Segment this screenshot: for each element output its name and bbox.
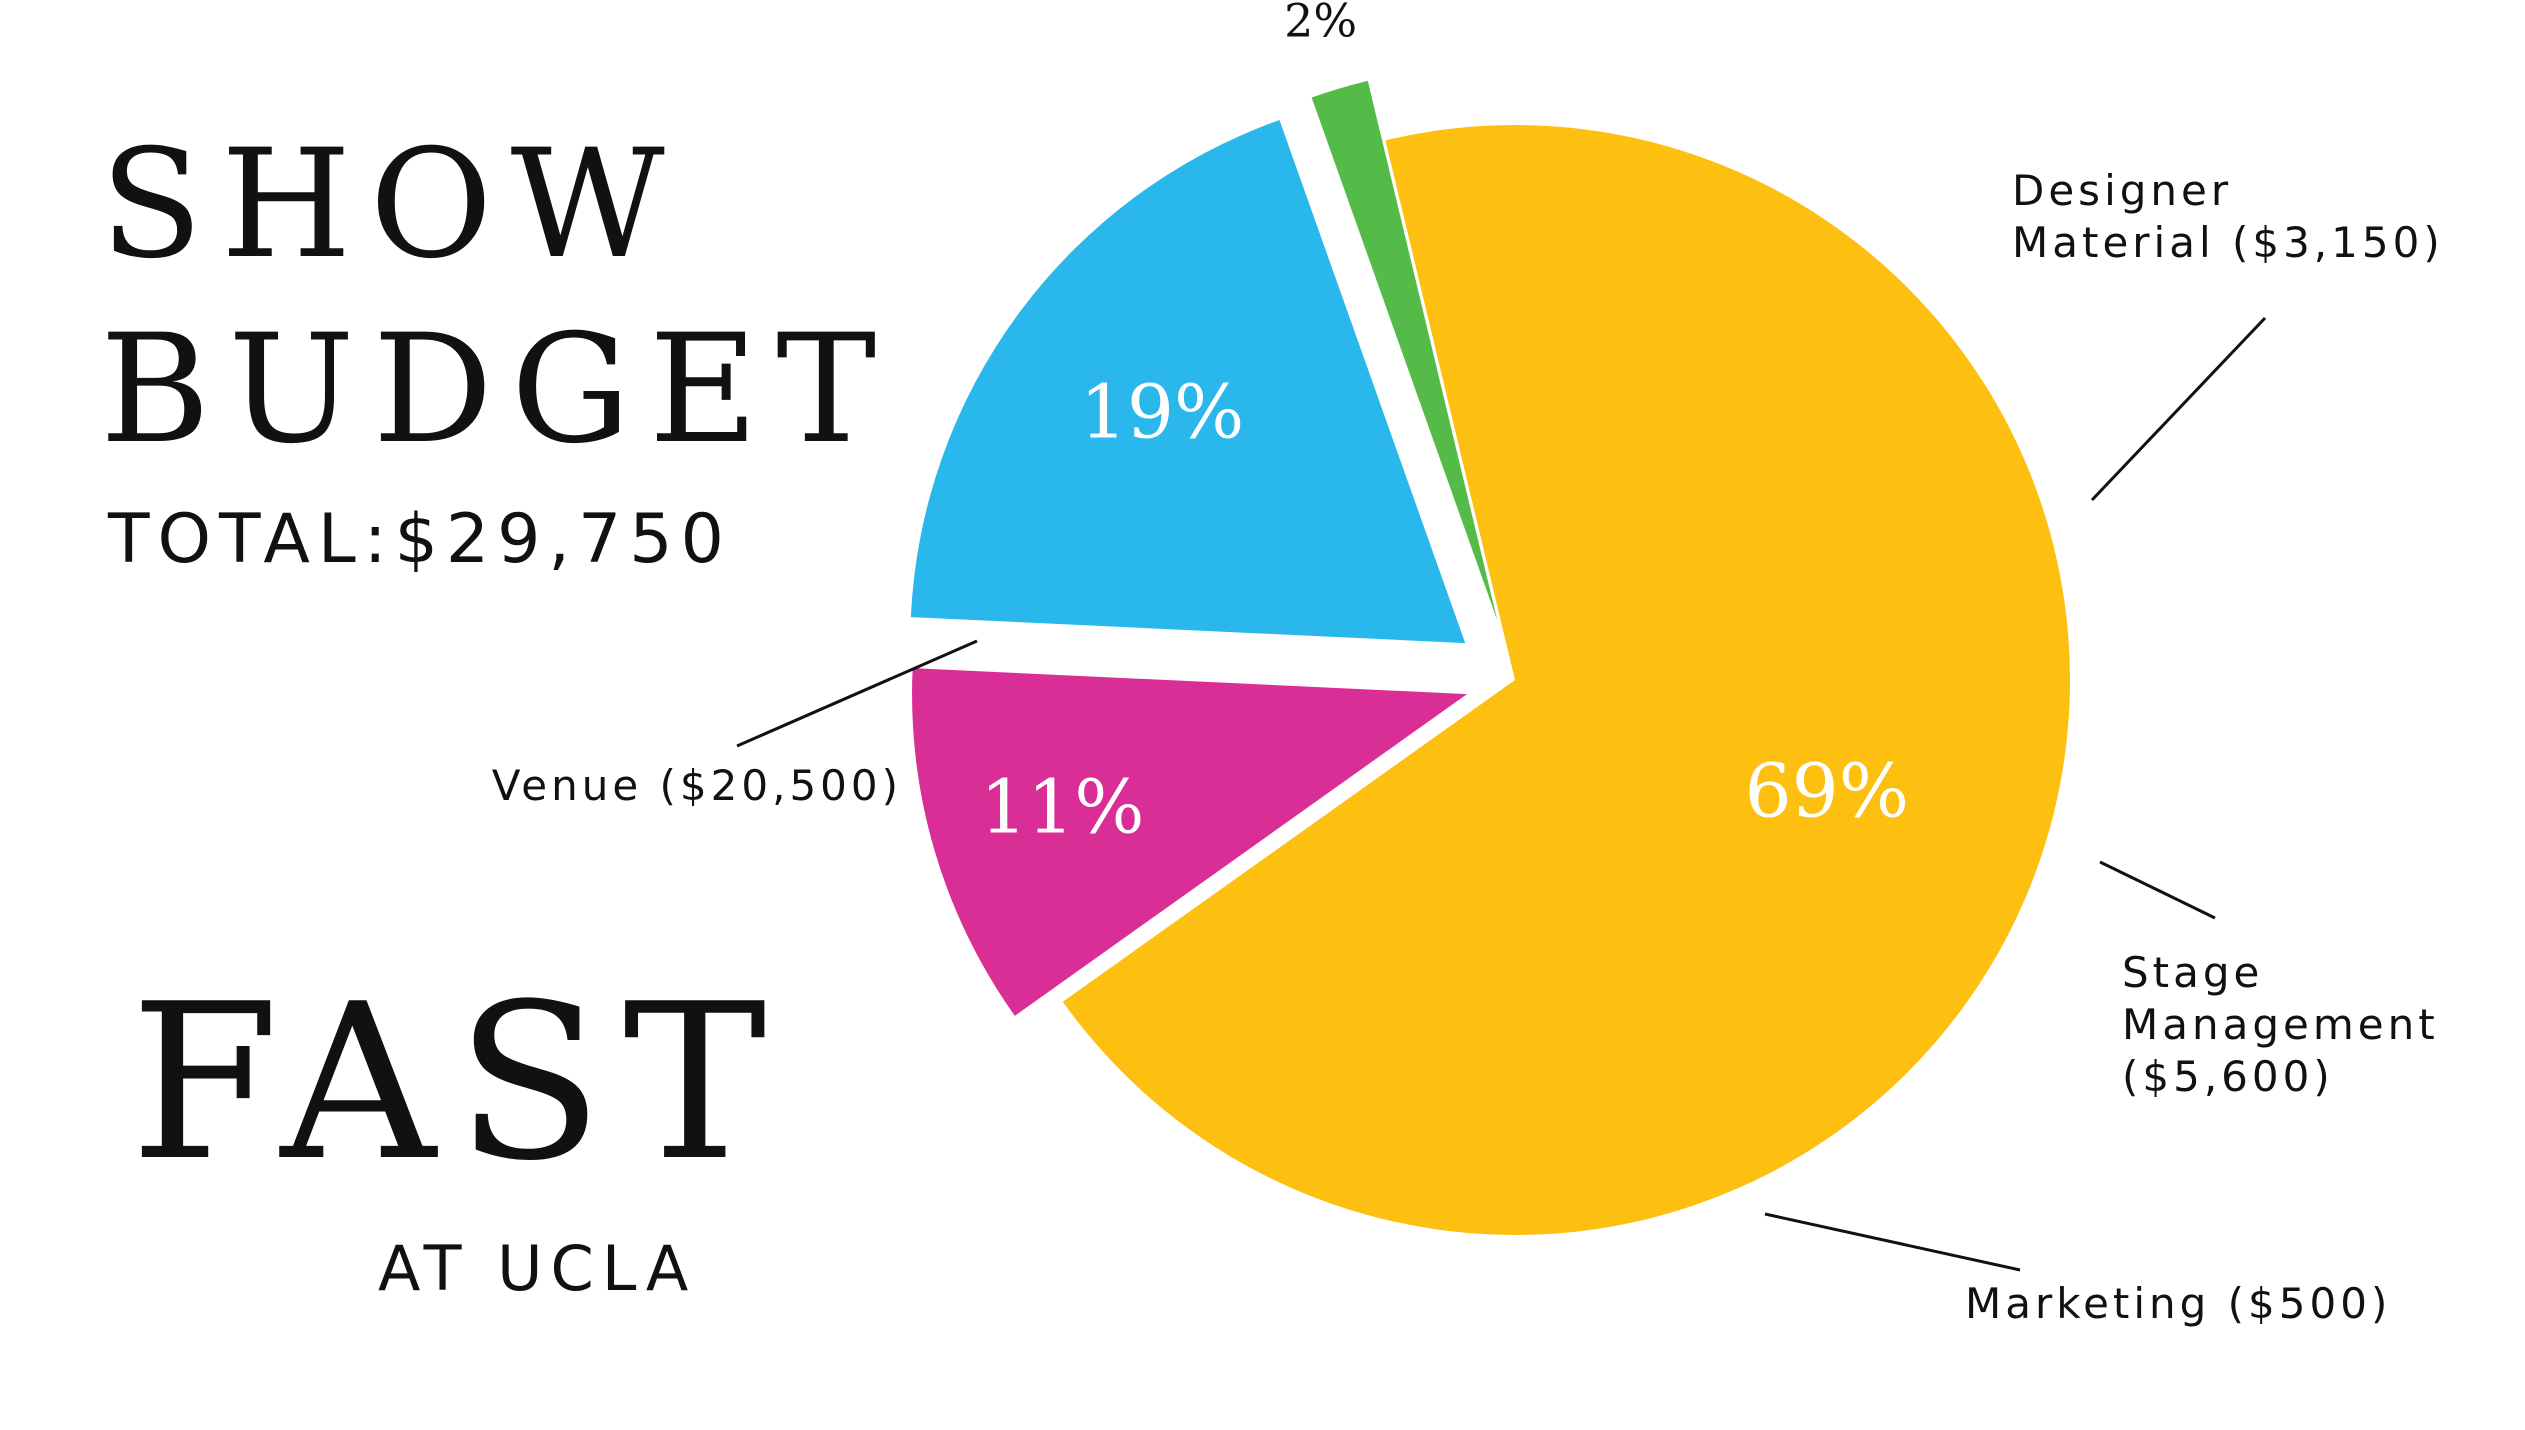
category-label-line: Material ($3,150) [2012,218,2444,267]
pie-slice-designer-material [912,668,1468,1016]
category-label-marketing: Marketing ($500) [1965,1279,2391,1328]
percent-label-marketing: 2% [1284,0,1357,48]
percent-label-designer-material: 11% [980,764,1144,850]
category-label-line: Stage [2122,948,2263,997]
title-line-budget: BUDGET [100,303,895,477]
category-label-line: Marketing ($500) [1965,1279,2391,1328]
category-label-line: ($5,600) [2122,1052,2334,1101]
category-label-designer-material: Designer Material ($3,150) [2012,166,2444,267]
leader-line-stage-management [2099,860,2216,920]
pie-slice-marketing [1311,80,1498,621]
pie-labels: 69% Venue ($20,500) 11% Designer Material ($… [492,0,2444,1328]
title-line-show: SHOW [100,118,683,292]
leader-line-venue [736,639,978,748]
category-label-line: Management [2122,1000,2439,1049]
category-label-venue: Venue ($20,500) [492,761,902,810]
leader-line-designer-material [2090,316,2267,502]
pie-slice-stage-management [910,120,1466,644]
percent-label-venue: 69% [1745,748,1909,834]
org-name: FAST [130,957,787,1208]
leader-line-marketing [1764,1212,2021,1272]
org-subtitle: AT UCLA [378,1232,697,1305]
category-label-stage-management: Stage Management ($5,600) [2122,948,2439,1101]
leader-lines [736,316,2267,1272]
category-label-line: Designer [2012,166,2232,215]
category-label-line: Venue ($20,500) [492,761,902,810]
budget-total: TOTAL:$29,750 [108,500,732,579]
pie-slice-venue [1062,125,2070,1235]
pie-slices [910,80,2070,1235]
percent-label-stage-management: 19% [1080,370,1244,456]
